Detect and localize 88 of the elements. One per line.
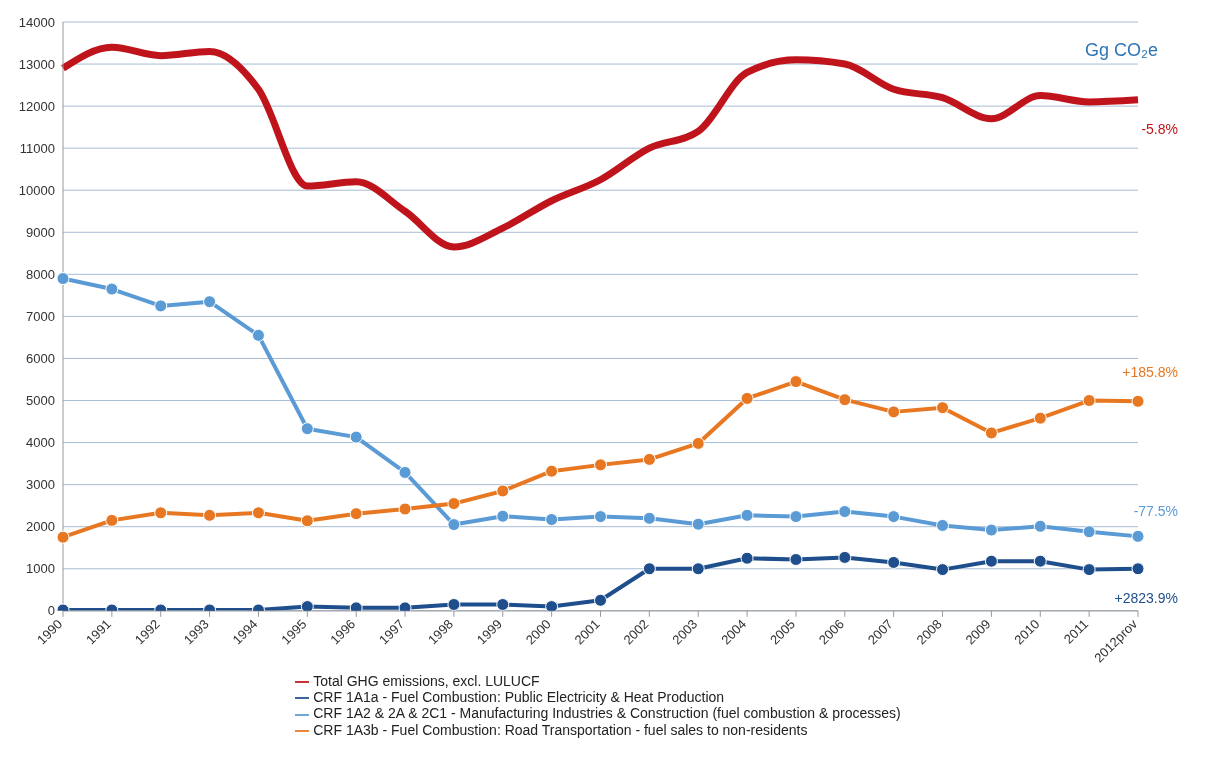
point	[789, 510, 803, 524]
y-tick-label: 10000	[18, 182, 55, 198]
point	[545, 513, 559, 527]
text: -5.8%	[1141, 120, 1178, 137]
legend-label: CRF 1A3b - Fuel Combustion: Road Transportation - fuel sales to non-residents	[313, 721, 808, 738]
point	[642, 511, 656, 525]
y-tick-label: 3000	[26, 477, 55, 493]
point	[594, 593, 607, 607]
point	[789, 553, 803, 566]
y-tick-label: 14000	[18, 14, 55, 30]
y-tick-label: 4000	[26, 435, 55, 451]
point	[1033, 411, 1047, 425]
y-tick-label: 8000	[26, 266, 55, 282]
annotation: +2823.9%	[1114, 589, 1178, 606]
y-tick-label: 0	[47, 603, 55, 619]
point	[496, 598, 510, 611]
point	[887, 510, 901, 524]
point	[203, 508, 217, 522]
point	[984, 426, 998, 440]
legend-label: CRF 1A1a - Fuel Combustion: Public Electricity & Heat Production	[313, 689, 725, 706]
point	[789, 375, 803, 389]
y-tick-label: 13000	[18, 56, 55, 72]
point	[984, 523, 998, 537]
point	[447, 497, 461, 511]
point	[1082, 394, 1096, 408]
point	[1082, 525, 1096, 539]
point	[447, 598, 461, 611]
point	[936, 518, 950, 532]
point	[447, 518, 461, 532]
y-tick-label: 11000	[19, 140, 55, 156]
point	[154, 299, 168, 313]
point	[56, 272, 70, 286]
point	[251, 506, 265, 520]
point	[1033, 554, 1047, 568]
point	[203, 295, 217, 309]
y-tick-label: 9000	[26, 224, 55, 240]
point	[887, 405, 901, 419]
point	[545, 600, 559, 611]
point	[349, 430, 363, 444]
point	[936, 563, 950, 577]
point	[594, 458, 607, 472]
legend-label: CRF 1A2 & 2A & 2C1 - Manufacturing Industries & Construction (fuel combustion & processes)	[313, 705, 901, 722]
point	[300, 600, 314, 611]
point	[1033, 519, 1047, 533]
point	[300, 514, 314, 528]
point	[398, 502, 412, 516]
point	[838, 393, 852, 407]
y-tick-label: 7000	[26, 309, 55, 325]
point	[154, 506, 168, 520]
y-tick-label: 12000	[18, 98, 55, 114]
point	[349, 601, 363, 611]
y-tick-label: 2000	[26, 519, 55, 535]
point	[740, 391, 754, 405]
annotation: Gg CO₂e	[1084, 40, 1158, 61]
annotation: +185.8%	[1122, 364, 1178, 381]
point	[1082, 563, 1096, 577]
point	[887, 555, 901, 569]
point	[984, 554, 998, 568]
point	[838, 505, 852, 519]
point	[740, 508, 754, 522]
point	[105, 282, 119, 296]
point	[398, 601, 412, 611]
point	[1131, 529, 1145, 543]
point	[545, 464, 559, 478]
point	[1131, 562, 1145, 576]
point	[349, 507, 363, 521]
point	[300, 422, 314, 436]
annotation: -77.5%	[1133, 503, 1178, 520]
point	[1131, 394, 1145, 408]
point	[936, 401, 950, 415]
point	[56, 530, 70, 544]
point	[740, 551, 754, 565]
point	[251, 328, 265, 342]
point	[496, 484, 510, 498]
point	[838, 550, 852, 564]
point	[105, 513, 119, 527]
point	[594, 510, 607, 524]
y-tick-label: 6000	[26, 351, 55, 367]
point	[496, 509, 510, 523]
y-tick-label: 5000	[26, 393, 55, 409]
point	[642, 562, 656, 576]
point	[398, 465, 412, 479]
y-tick-label: 1000	[26, 561, 55, 577]
point	[642, 452, 656, 466]
point	[691, 436, 705, 450]
legend-label: Total GHG emissions, excl. LULUCF	[313, 672, 540, 689]
point	[691, 517, 705, 531]
point	[691, 562, 705, 576]
